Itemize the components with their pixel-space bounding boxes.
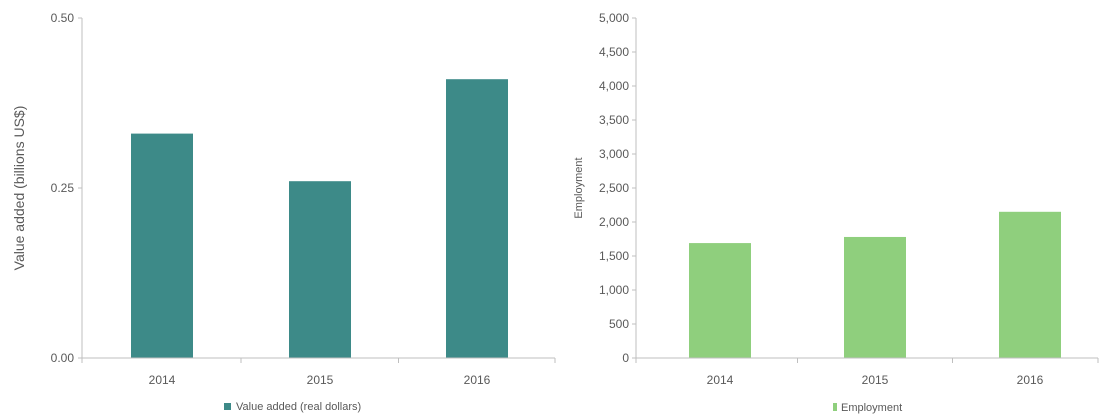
employment-y-tick-label: 4,500 <box>599 45 629 59</box>
employment-y-tick-label: 2,500 <box>599 181 629 195</box>
value-added-bar-2016 <box>446 79 508 358</box>
employment-y-tick-label: 1,000 <box>599 283 629 297</box>
employment-legend-swatch <box>833 403 837 411</box>
employment-y-tick-label: 0 <box>622 351 629 365</box>
employment-chart: 0 500 1,000 1,500 2,000 2,500 3,000 3,500 4,000 4… <box>573 11 1099 414</box>
employment-bar-2014 <box>689 243 751 358</box>
value-added-x-tick-label: 2016 <box>464 373 491 387</box>
employment-bar-2015 <box>844 236 906 358</box>
employment-x-tick-label: 2015 <box>862 373 889 387</box>
employment-legend-label: Employment <box>841 402 902 414</box>
value-added-y-axis-title: Value added (billions US$) <box>11 106 27 271</box>
employment-y-tick-label: 500 <box>609 317 629 331</box>
value-added-bar-2015 <box>289 181 351 358</box>
value-added-x-tick-label: 2014 <box>149 373 176 387</box>
employment-y-tick-label: 2,000 <box>599 215 629 229</box>
value-added-y-tick-label: 0.50 <box>51 11 75 25</box>
employment-x-tick-label: 2014 <box>707 373 734 387</box>
value-added-x-tick-label: 2015 <box>307 373 334 387</box>
employment-y-tick-label: 4,000 <box>599 79 629 93</box>
value-added-chart: 0.00 0.25 0.50 2014 2015 2016 Value added (b… <box>11 11 556 413</box>
employment-y-tick-label: 3,000 <box>599 147 629 161</box>
employment-x-tick-label: 2016 <box>1017 373 1044 387</box>
employment-bar-2016 <box>999 211 1061 358</box>
value-added-bar-2014 <box>131 133 193 358</box>
employment-y-axis-title: Employment <box>573 157 585 218</box>
employment-y-tick-label: 1,500 <box>599 249 629 263</box>
value-added-legend-label: Value added (real dollars) <box>236 401 361 413</box>
value-added-legend-swatch <box>224 403 231 410</box>
value-added-y-tick-label: 0.00 <box>51 351 75 365</box>
employment-y-tick-label: 3,500 <box>599 113 629 127</box>
employment-y-tick-label: 5,000 <box>599 11 629 25</box>
value-added-y-tick-label: 0.25 <box>51 181 75 195</box>
